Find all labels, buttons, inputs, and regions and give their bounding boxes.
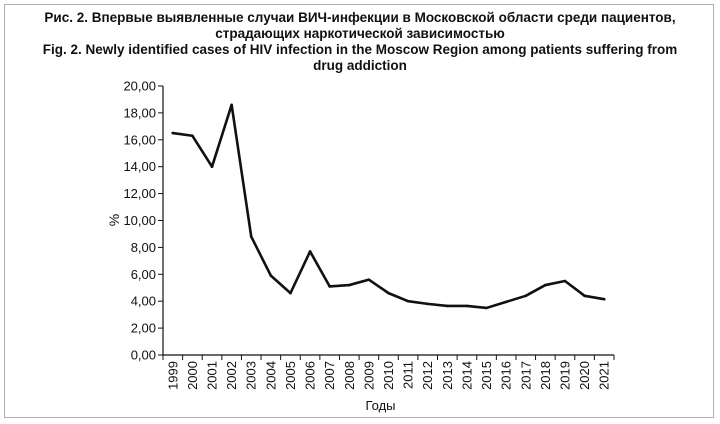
- data-point: [347, 283, 351, 287]
- x-tick-label: 2017: [518, 361, 533, 390]
- y-tick-label: 10,00: [123, 213, 156, 228]
- title-en-line-1: Fig. 2. Newly identified cases of HIV in…: [42, 42, 678, 57]
- data-point: [249, 235, 253, 238]
- y-tick-label: 12,00: [123, 186, 156, 201]
- x-tick-label: 2014: [459, 361, 474, 390]
- data-point: [524, 294, 528, 298]
- y-tick-label: 2,00: [131, 321, 156, 336]
- y-tick-label: 18,00: [123, 105, 156, 120]
- data-point: [289, 291, 292, 295]
- data-point: [387, 291, 390, 295]
- title-ru-line-1: Рис. 2. Впервые выявленные случаи ВИЧ-ин…: [44, 10, 676, 25]
- y-tick-label: 8,00: [131, 240, 156, 255]
- x-tick-label: 2011: [401, 361, 416, 389]
- data-point: [171, 131, 175, 135]
- y-tick-label: 6,00: [131, 267, 156, 282]
- x-tick-label: 2000: [185, 361, 200, 390]
- y-tick-label: 14,00: [123, 159, 156, 174]
- data-point: [602, 297, 606, 301]
- data-point: [485, 306, 488, 310]
- x-tick-label: 2009: [361, 361, 376, 390]
- y-tick-label: 4,00: [131, 294, 156, 309]
- x-axis-label: Годы: [365, 398, 395, 413]
- x-tick-label: 2012: [420, 361, 435, 390]
- data-point: [446, 304, 449, 308]
- x-tick-label: 2007: [322, 361, 337, 390]
- data-point: [328, 285, 331, 288]
- x-tick-label: 2020: [577, 361, 592, 390]
- y-axis-label: %: [106, 214, 122, 226]
- x-tick-label: 2013: [440, 361, 455, 390]
- series-line: [171, 103, 606, 310]
- x-tick-label: 2002: [224, 361, 239, 390]
- data-point: [563, 279, 567, 283]
- x-tick-label: 2010: [381, 361, 396, 390]
- x-tick-label: 2001: [205, 361, 220, 390]
- x-tick-label: 1999: [165, 361, 180, 390]
- data-point: [269, 274, 273, 277]
- data-point: [426, 302, 430, 306]
- figure-caption: Рис. 2. Впервые выявленные случаи ВИЧ-ин…: [0, 10, 720, 74]
- title-ru-line-2: страдающих наркотической зависимостью: [215, 26, 505, 41]
- title-en-line-2: drug addiction: [313, 58, 407, 73]
- x-tick-label: 2008: [342, 361, 357, 390]
- data-point: [583, 294, 586, 298]
- x-tick-label: 2003: [244, 361, 259, 390]
- x-tick-label: 2016: [499, 361, 514, 390]
- data-point: [191, 134, 194, 138]
- x-tick-label: 2005: [283, 361, 298, 390]
- data-point: [308, 250, 312, 253]
- data-point: [367, 278, 371, 281]
- x-tick-label: 2015: [479, 361, 494, 390]
- data-point: [210, 165, 214, 168]
- data-point: [504, 300, 508, 304]
- data-point: [406, 299, 410, 303]
- x-tick-label: 2021: [597, 361, 612, 390]
- x-tick-label: 2004: [263, 361, 278, 390]
- y-tick-label: 20,00: [123, 79, 156, 94]
- data-point: [465, 304, 469, 308]
- y-tick-label: 0,00: [131, 348, 156, 363]
- data-point: [230, 103, 233, 107]
- x-tick-label: 2006: [303, 361, 318, 390]
- y-tick-label: 16,00: [123, 132, 156, 147]
- figure-frame: [4, 4, 714, 418]
- x-tick-label: 2018: [538, 361, 553, 390]
- data-point: [544, 283, 547, 287]
- x-tick-label: 2019: [557, 361, 572, 390]
